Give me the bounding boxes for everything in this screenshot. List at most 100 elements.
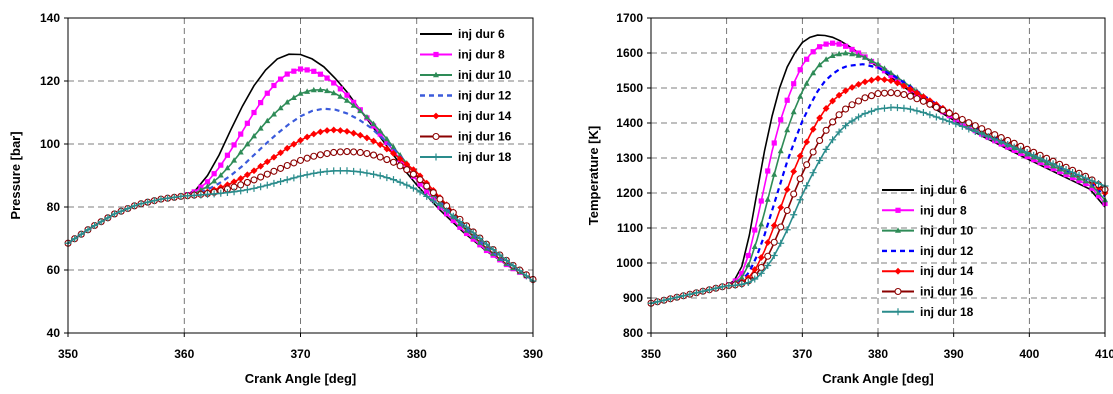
- data-point-inj-dur-18: [283, 176, 291, 184]
- data-point-inj-dur-18: [396, 178, 404, 186]
- y-tick-label: 800: [623, 326, 643, 340]
- data-point-inj-dur-18: [1056, 163, 1064, 171]
- data-point-inj-dur-14: [803, 138, 811, 146]
- data-point-inj-dur-14: [757, 254, 765, 261]
- legend-label: inj dur 12: [920, 244, 974, 258]
- data-point-inj-dur-10: [217, 172, 224, 178]
- data-point-inj-dur-18: [686, 290, 694, 298]
- data-point-inj-dur-14: [907, 85, 914, 93]
- y-tick-label: 60: [47, 263, 61, 277]
- data-point-inj-dur-18: [463, 223, 471, 231]
- data-point-inj-dur-14: [257, 162, 265, 170]
- data-point-inj-dur-14: [363, 134, 371, 142]
- data-point-inj-dur-18: [489, 246, 497, 254]
- y-tick-label: 1300: [616, 151, 643, 165]
- series-line-inj-dur-6: [650, 34, 1106, 305]
- data-point-inj-dur-18: [210, 190, 218, 198]
- data-point-inj-dur-18: [1075, 171, 1083, 179]
- data-point-inj-dur-10: [244, 141, 251, 147]
- data-point-inj-dur-18: [926, 111, 934, 119]
- gridlines: [651, 18, 1105, 333]
- data-point-inj-dur-18: [144, 198, 152, 206]
- data-point-inj-dur-18: [509, 262, 517, 270]
- data-point-inj-dur-18: [390, 176, 397, 184]
- data-point-inj-dur-18: [170, 193, 178, 201]
- data-point-inj-dur-8: [337, 86, 343, 92]
- data-point-inj-dur-10: [390, 143, 397, 150]
- legend-marker-inj-dur-18: [894, 308, 902, 316]
- data-point-inj-dur-10: [257, 125, 264, 131]
- data-point-inj-dur-10: [790, 108, 797, 115]
- data-point-inj-dur-14: [777, 204, 785, 211]
- data-point-inj-dur-18: [1010, 143, 1018, 151]
- y-tick-label: 1400: [616, 116, 643, 130]
- legend-label: inj dur 18: [920, 305, 974, 319]
- data-point-inj-dur-18: [738, 280, 746, 288]
- data-point-inj-dur-18: [157, 195, 165, 203]
- data-point-inj-dur-8: [739, 270, 745, 277]
- data-point-inj-dur-14: [783, 186, 791, 193]
- data-point-inj-dur-18: [906, 105, 914, 113]
- temperature-chart: 350 360 370 380 390 400 410 800 900 1000 1100 1200 1…: [586, 11, 1113, 386]
- pressure-chart: 350 360 370 380 390 40 60 80 100 120 140 Crank Angl…: [8, 11, 543, 386]
- data-point-inj-dur-10: [270, 111, 277, 117]
- data-point-inj-dur-14: [270, 153, 278, 161]
- x-axis-title: Crank Angle [deg]: [822, 371, 933, 386]
- data-point-inj-dur-16: [310, 152, 318, 160]
- data-point-inj-dur-8: [377, 131, 383, 137]
- data-point-inj-dur-16: [429, 189, 437, 197]
- data-point-inj-dur-8: [771, 140, 777, 146]
- legend-label: inj dur 6: [920, 183, 967, 197]
- data-point-inj-dur-14: [861, 78, 869, 86]
- legend-marker-inj-dur-8: [895, 207, 901, 213]
- data-point-inj-dur-18: [1069, 168, 1077, 176]
- data-point-inj-dur-18: [725, 282, 733, 290]
- data-point-inj-dur-18: [502, 256, 510, 264]
- data-point-inj-dur-10: [829, 52, 836, 58]
- data-point-inj-dur-18: [270, 179, 278, 187]
- data-point-inj-dur-18: [164, 194, 172, 202]
- data-point-inj-dur-18: [757, 269, 765, 277]
- data-point-inj-dur-16: [861, 94, 869, 102]
- data-point-inj-dur-16: [854, 97, 863, 105]
- data-point-inj-dur-14: [323, 127, 331, 134]
- data-point-inj-dur-10: [237, 149, 244, 155]
- data-point-inj-dur-8: [817, 44, 823, 50]
- legend-label: inj dur 6: [458, 27, 505, 41]
- data-point-inj-dur-18: [97, 218, 105, 226]
- data-point-inj-dur-10: [842, 50, 849, 56]
- data-point-inj-dur-16: [829, 118, 837, 126]
- data-point-inj-dur-18: [861, 110, 869, 117]
- legend-marker-inj-dur-14: [894, 267, 902, 275]
- data-point-inj-dur-14: [350, 129, 358, 137]
- data-point-inj-dur-18: [150, 197, 158, 205]
- x-tick-label: 390: [523, 347, 543, 361]
- data-point-inj-dur-10: [803, 80, 810, 86]
- data-point-inj-dur-8: [450, 217, 456, 224]
- data-point-inj-dur-8: [1063, 172, 1069, 178]
- data-point-inj-dur-16: [303, 154, 311, 162]
- data-point-inj-dur-8: [823, 41, 829, 47]
- data-point-inj-dur-8: [258, 100, 264, 106]
- data-point-inj-dur-16: [809, 148, 817, 156]
- data-point-inj-dur-18: [803, 182, 811, 190]
- data-point-inj-dur-8: [424, 189, 430, 195]
- data-point-inj-dur-18: [137, 200, 145, 208]
- data-point-inj-dur-16: [906, 92, 914, 100]
- data-point-inj-dur-18: [835, 128, 843, 136]
- data-point-inj-dur-18: [409, 184, 417, 192]
- data-point-inj-dur-10: [224, 164, 231, 171]
- data-point-inj-dur-18: [1095, 179, 1103, 187]
- data-point-inj-dur-16: [887, 89, 895, 97]
- data-point-inj-dur-16: [777, 223, 785, 231]
- data-point-inj-dur-10: [344, 97, 350, 103]
- data-point-inj-dur-10: [377, 127, 384, 134]
- legend-label: inj dur 10: [920, 224, 974, 238]
- data-point-inj-dur-18: [277, 178, 285, 186]
- data-point-inj-dur-16: [277, 164, 285, 172]
- data-point-inj-dur-18: [893, 104, 901, 112]
- data-point-inj-dur-18: [679, 292, 687, 300]
- data-point-inj-dur-18: [250, 184, 258, 192]
- data-point-inj-dur-16: [867, 92, 876, 100]
